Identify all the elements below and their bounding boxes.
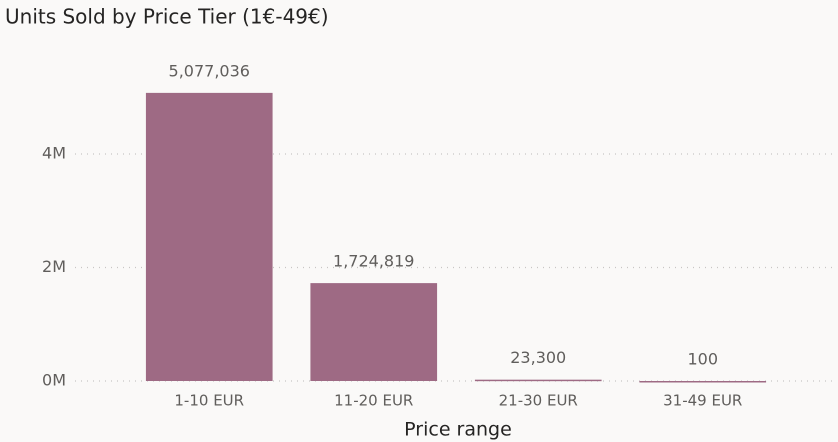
y-tick-label: 4M — [42, 144, 66, 163]
x-tick-label: 21-30 EUR — [499, 392, 578, 410]
x-tick-label: 1-10 EUR — [174, 392, 244, 410]
data-label: 1,724,819 — [333, 252, 414, 271]
x-tick-label: 31-49 EUR — [663, 392, 742, 410]
data-label: 23,300 — [510, 348, 566, 367]
data-label: 5,077,036 — [169, 61, 250, 80]
bar — [474, 379, 602, 382]
y-tick-label: 2M — [42, 257, 66, 276]
bar — [639, 380, 767, 383]
bar — [310, 283, 438, 381]
bar — [145, 92, 273, 381]
y-tick-label: 0M — [42, 371, 66, 390]
x-axis-label: Price range — [404, 419, 512, 441]
chart-title: Units Sold by Price Tier (1€-49€) — [5, 5, 329, 29]
data-label: 100 — [687, 349, 718, 368]
x-tick-label: 11-20 EUR — [334, 392, 413, 410]
